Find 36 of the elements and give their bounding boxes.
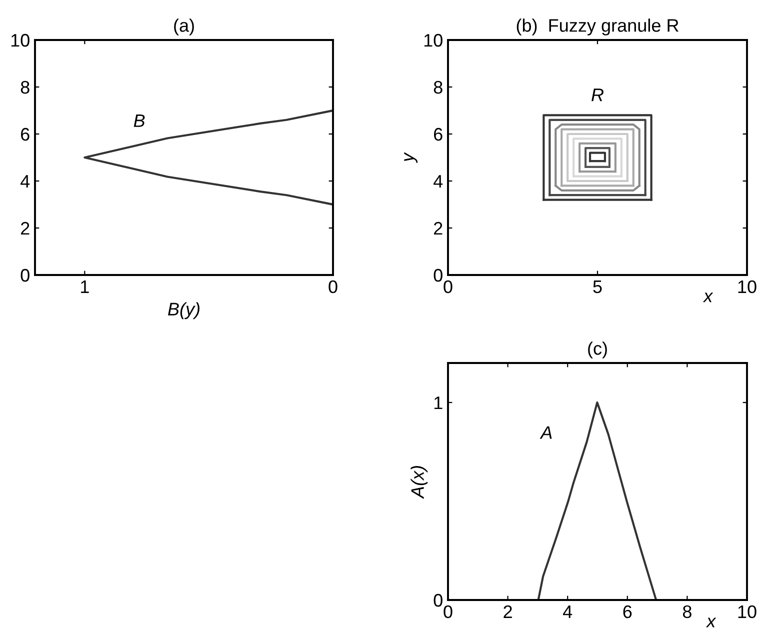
x-tick-label: 6 [623,605,632,618]
x-tick-label: 10 [738,605,756,618]
y-axis-title: y [404,152,418,164]
y-tick-label: 10 [424,34,442,47]
x-tick-label: 5 [593,280,602,294]
y-tick-label: 0 [434,268,442,282]
x-tick-label: 0 [328,280,338,294]
chart-title: (b) Fuzzy granule R [516,18,678,36]
y-tick-label: 2 [434,222,442,235]
x-axis-title: B(y) [168,302,200,320]
y-tick-label: 10 [11,34,30,47]
y-axis-title: A(x) [410,466,428,499]
x-tick-label: 10 [738,280,756,294]
y-tick-label: 2 [21,222,30,235]
y-tick-label: 8 [434,80,442,94]
x-tick-label: 4 [562,606,572,618]
x-axis-title: x [706,618,716,628]
x-tick-label: 2 [504,605,512,618]
x-axis-title: x [702,292,714,302]
y-tick-label: 1 [434,396,442,410]
annotation: R [592,88,604,102]
annotation: B [134,114,145,127]
annotation: A [540,426,552,439]
y-tick-label: 4 [20,175,30,188]
y-tick-label: 6 [21,128,30,141]
y-tick-label: 0 [20,268,30,282]
x-tick-label: 8 [682,605,692,618]
x-tick-label: 0 [444,280,452,294]
chart-title: (c) [588,342,607,358]
y-tick-label: 0 [434,594,442,607]
chart-title: (a) [174,18,194,36]
y-tick-label: 8 [20,80,30,94]
x-tick-label: 0 [444,605,452,618]
y-tick-label: 6 [434,128,442,141]
y-tick-label: 4 [434,175,443,188]
x-tick-label: 1 [81,280,89,293]
